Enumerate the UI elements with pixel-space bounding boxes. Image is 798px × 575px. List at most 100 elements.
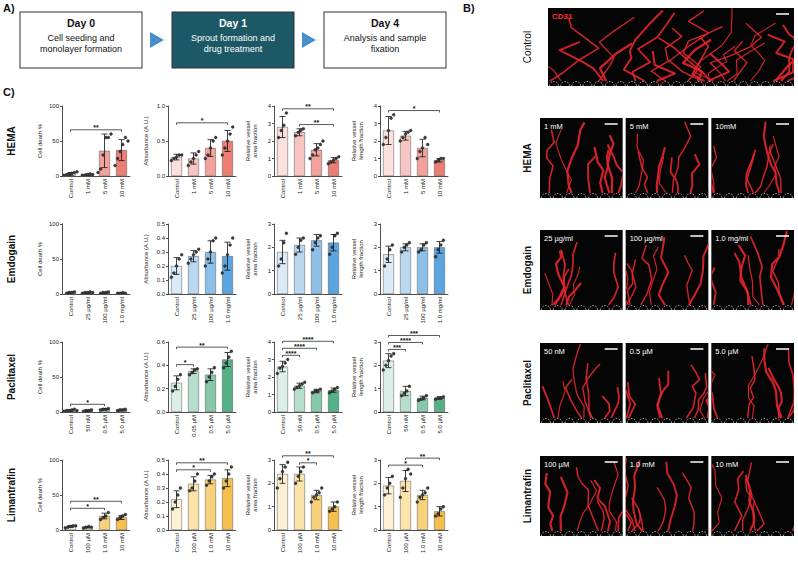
svg-text:0.2: 0.2	[157, 263, 166, 269]
svg-text:3: 3	[374, 339, 378, 345]
svg-text:5 mM: 5 mM	[630, 122, 649, 131]
svg-text:0: 0	[374, 409, 378, 415]
svg-text:Control: Control	[386, 297, 392, 316]
svg-text:50: 50	[52, 492, 59, 498]
svg-text:Control: Control	[174, 415, 180, 434]
svg-text:50 nM: 50 nM	[85, 415, 91, 432]
svg-text:5 mM: 5 mM	[314, 179, 320, 194]
svg-text:1: 1	[374, 156, 378, 162]
svg-text:1.0 mg/ml: 1.0 mg/ml	[715, 234, 748, 243]
svg-text:*: *	[413, 105, 416, 112]
svg-text:monolayer formation: monolayer formation	[40, 44, 122, 54]
svg-text:1: 1	[374, 268, 378, 274]
svg-text:Limantrafin: Limantrafin	[6, 468, 17, 522]
svg-text:10 mM: 10 mM	[119, 179, 125, 197]
svg-text:50: 50	[52, 374, 59, 380]
svg-text:25 µg/ml: 25 µg/ml	[297, 297, 303, 320]
svg-text:Control: Control	[280, 415, 286, 434]
svg-text:10 mM: 10 mM	[225, 179, 231, 197]
svg-text:4: 4	[374, 103, 378, 109]
svg-text:length fraction: length fraction	[358, 240, 364, 278]
svg-text:3: 3	[268, 357, 272, 363]
svg-text:0: 0	[374, 527, 378, 533]
svg-text:2: 2	[268, 138, 272, 144]
svg-text:Relative vessel: Relative vessel	[351, 475, 357, 515]
svg-text:1.0 mM: 1.0 mM	[314, 533, 320, 553]
svg-text:1: 1	[268, 268, 272, 274]
svg-text:1.0 mM: 1.0 mM	[102, 533, 108, 553]
svg-text:0.3: 0.3	[157, 485, 166, 491]
svg-text:0: 0	[268, 409, 272, 415]
svg-text:1.0 mM: 1.0 mM	[630, 460, 655, 469]
svg-text:A): A)	[3, 2, 15, 14]
svg-text:Limantrafin: Limantrafin	[522, 469, 533, 523]
svg-text:area fraction: area fraction	[252, 124, 258, 157]
svg-text:1.0 mg/ml: 1.0 mg/ml	[331, 297, 337, 323]
svg-text:Control: Control	[68, 297, 74, 316]
svg-text:1: 1	[268, 392, 272, 398]
svg-text:0.0: 0.0	[157, 527, 166, 533]
svg-text:drug treatment: drug treatment	[204, 44, 263, 54]
svg-text:Relative vessel: Relative vessel	[351, 357, 357, 397]
svg-text:Cell seeding and: Cell seeding and	[47, 33, 114, 43]
svg-text:1: 1	[268, 156, 272, 162]
svg-text:Day 4: Day 4	[371, 17, 399, 29]
svg-text:50 nM: 50 nM	[403, 415, 409, 432]
svg-text:2: 2	[374, 244, 378, 250]
svg-text:100 µM: 100 µM	[403, 533, 409, 553]
svg-text:1: 1	[268, 504, 272, 510]
svg-text:Sprout formation and: Sprout formation and	[191, 33, 275, 43]
svg-text:area fraction: area fraction	[252, 360, 258, 393]
svg-text:Emdogain: Emdogain	[6, 235, 17, 283]
svg-text:*: *	[201, 117, 204, 124]
svg-text:Control: Control	[280, 179, 286, 198]
svg-text:****: ****	[294, 343, 305, 350]
svg-text:0.2: 0.2	[157, 499, 166, 505]
svg-text:5.0 µM: 5.0 µM	[437, 415, 443, 433]
svg-text:25 µg/ml: 25 µg/ml	[403, 297, 409, 320]
svg-text:10 mM: 10 mM	[119, 533, 125, 551]
svg-text:10 mM: 10 mM	[331, 533, 337, 551]
svg-text:5 mM: 5 mM	[420, 179, 426, 194]
svg-text:1: 1	[374, 504, 378, 510]
svg-text:length fraction: length fraction	[358, 476, 364, 514]
svg-text:25 µg/ml: 25 µg/ml	[544, 234, 573, 243]
svg-text:****: ****	[303, 336, 314, 343]
svg-text:100 µM: 100 µM	[191, 533, 197, 553]
svg-text:1.0 mM: 1.0 mM	[208, 533, 214, 553]
svg-text:5.0 µM: 5.0 µM	[225, 415, 231, 433]
svg-text:****: ****	[286, 350, 297, 357]
svg-text:Absorbance (A.U.): Absorbance (A.U.)	[143, 234, 149, 283]
svg-text:0: 0	[56, 291, 60, 297]
svg-text:4: 4	[268, 103, 272, 109]
svg-text:0: 0	[268, 173, 272, 179]
svg-text:100: 100	[49, 457, 60, 463]
svg-text:100: 100	[49, 339, 60, 345]
svg-text:CD31: CD31	[552, 12, 573, 21]
svg-text:1: 1	[374, 386, 378, 392]
svg-text:Absorbance (A.U.): Absorbance (A.U.)	[143, 116, 149, 165]
svg-text:0.0: 0.0	[157, 291, 166, 297]
svg-text:0: 0	[56, 527, 60, 533]
svg-text:1 mM: 1 mM	[544, 122, 563, 131]
svg-text:1 mM: 1 mM	[191, 179, 197, 194]
svg-text:**: **	[199, 342, 205, 349]
svg-text:***: ***	[410, 330, 418, 337]
svg-text:1.0: 1.0	[157, 103, 166, 109]
svg-text:**: **	[93, 496, 99, 503]
svg-text:0.3: 0.3	[157, 249, 166, 255]
svg-text:100 µM: 100 µM	[85, 533, 91, 553]
svg-text:0.5 µM: 0.5 µM	[314, 415, 320, 433]
svg-text:*: *	[184, 359, 187, 366]
svg-text:0.0: 0.0	[157, 409, 166, 415]
svg-text:Relative vessel: Relative vessel	[245, 475, 251, 515]
svg-text:1 mM: 1 mM	[297, 179, 303, 194]
svg-text:100: 100	[49, 103, 60, 109]
svg-text:0.05 µM: 0.05 µM	[191, 415, 197, 437]
svg-text:5.0 µM: 5.0 µM	[715, 347, 738, 356]
svg-text:1 mM: 1 mM	[85, 179, 91, 194]
svg-text:**: **	[305, 103, 311, 110]
svg-text:100 µg/ml: 100 µg/ml	[630, 234, 663, 243]
svg-text:Control: Control	[68, 415, 74, 434]
svg-text:**: **	[93, 124, 99, 131]
